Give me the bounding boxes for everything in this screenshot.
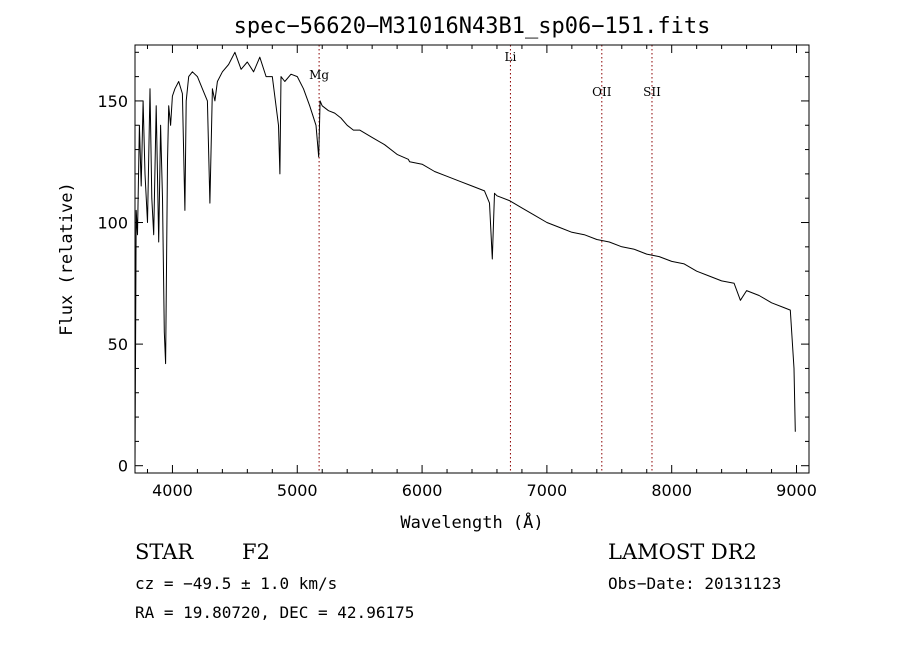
spectral-line-label: SII [643, 85, 661, 99]
y-tick-label: 50 [108, 335, 128, 354]
spectral-line-label: Mg [309, 68, 329, 82]
x-tick-label: 8000 [651, 481, 692, 500]
x-tick-label: 7000 [527, 481, 568, 500]
spectral-line-label: Li [505, 50, 517, 64]
y-tick-label: 150 [97, 92, 128, 111]
coordinates: RA = 19.80720, DEC = 42.96175 [135, 603, 415, 622]
observation-date: Obs−Date: 20131123 [608, 574, 782, 593]
survey-name: LAMOST DR2 [608, 540, 757, 564]
y-tick-label: 0 [118, 457, 128, 476]
y-axis-label: Flux (relative) [57, 182, 77, 336]
redshift-cz: cz = −49.5 ± 1.0 km/s [135, 574, 338, 593]
x-axis-label: Wavelength (Å) [400, 511, 543, 533]
plot-frame [134, 44, 810, 474]
x-tick-label: 4000 [152, 481, 193, 500]
spectral-line-label: OII [592, 85, 612, 99]
y-tick-label: 100 [97, 214, 128, 233]
object-subclass: F2 [242, 540, 270, 564]
x-tick-label: 9000 [776, 481, 817, 500]
x-tick-label: 5000 [277, 481, 318, 500]
spectrum-series-line [134, 51, 796, 466]
object-class: STAR [135, 540, 194, 564]
chart-title: spec−56620−M31016N43B1_sp06−151.fits [234, 14, 711, 39]
x-tick-label: 6000 [402, 481, 443, 500]
